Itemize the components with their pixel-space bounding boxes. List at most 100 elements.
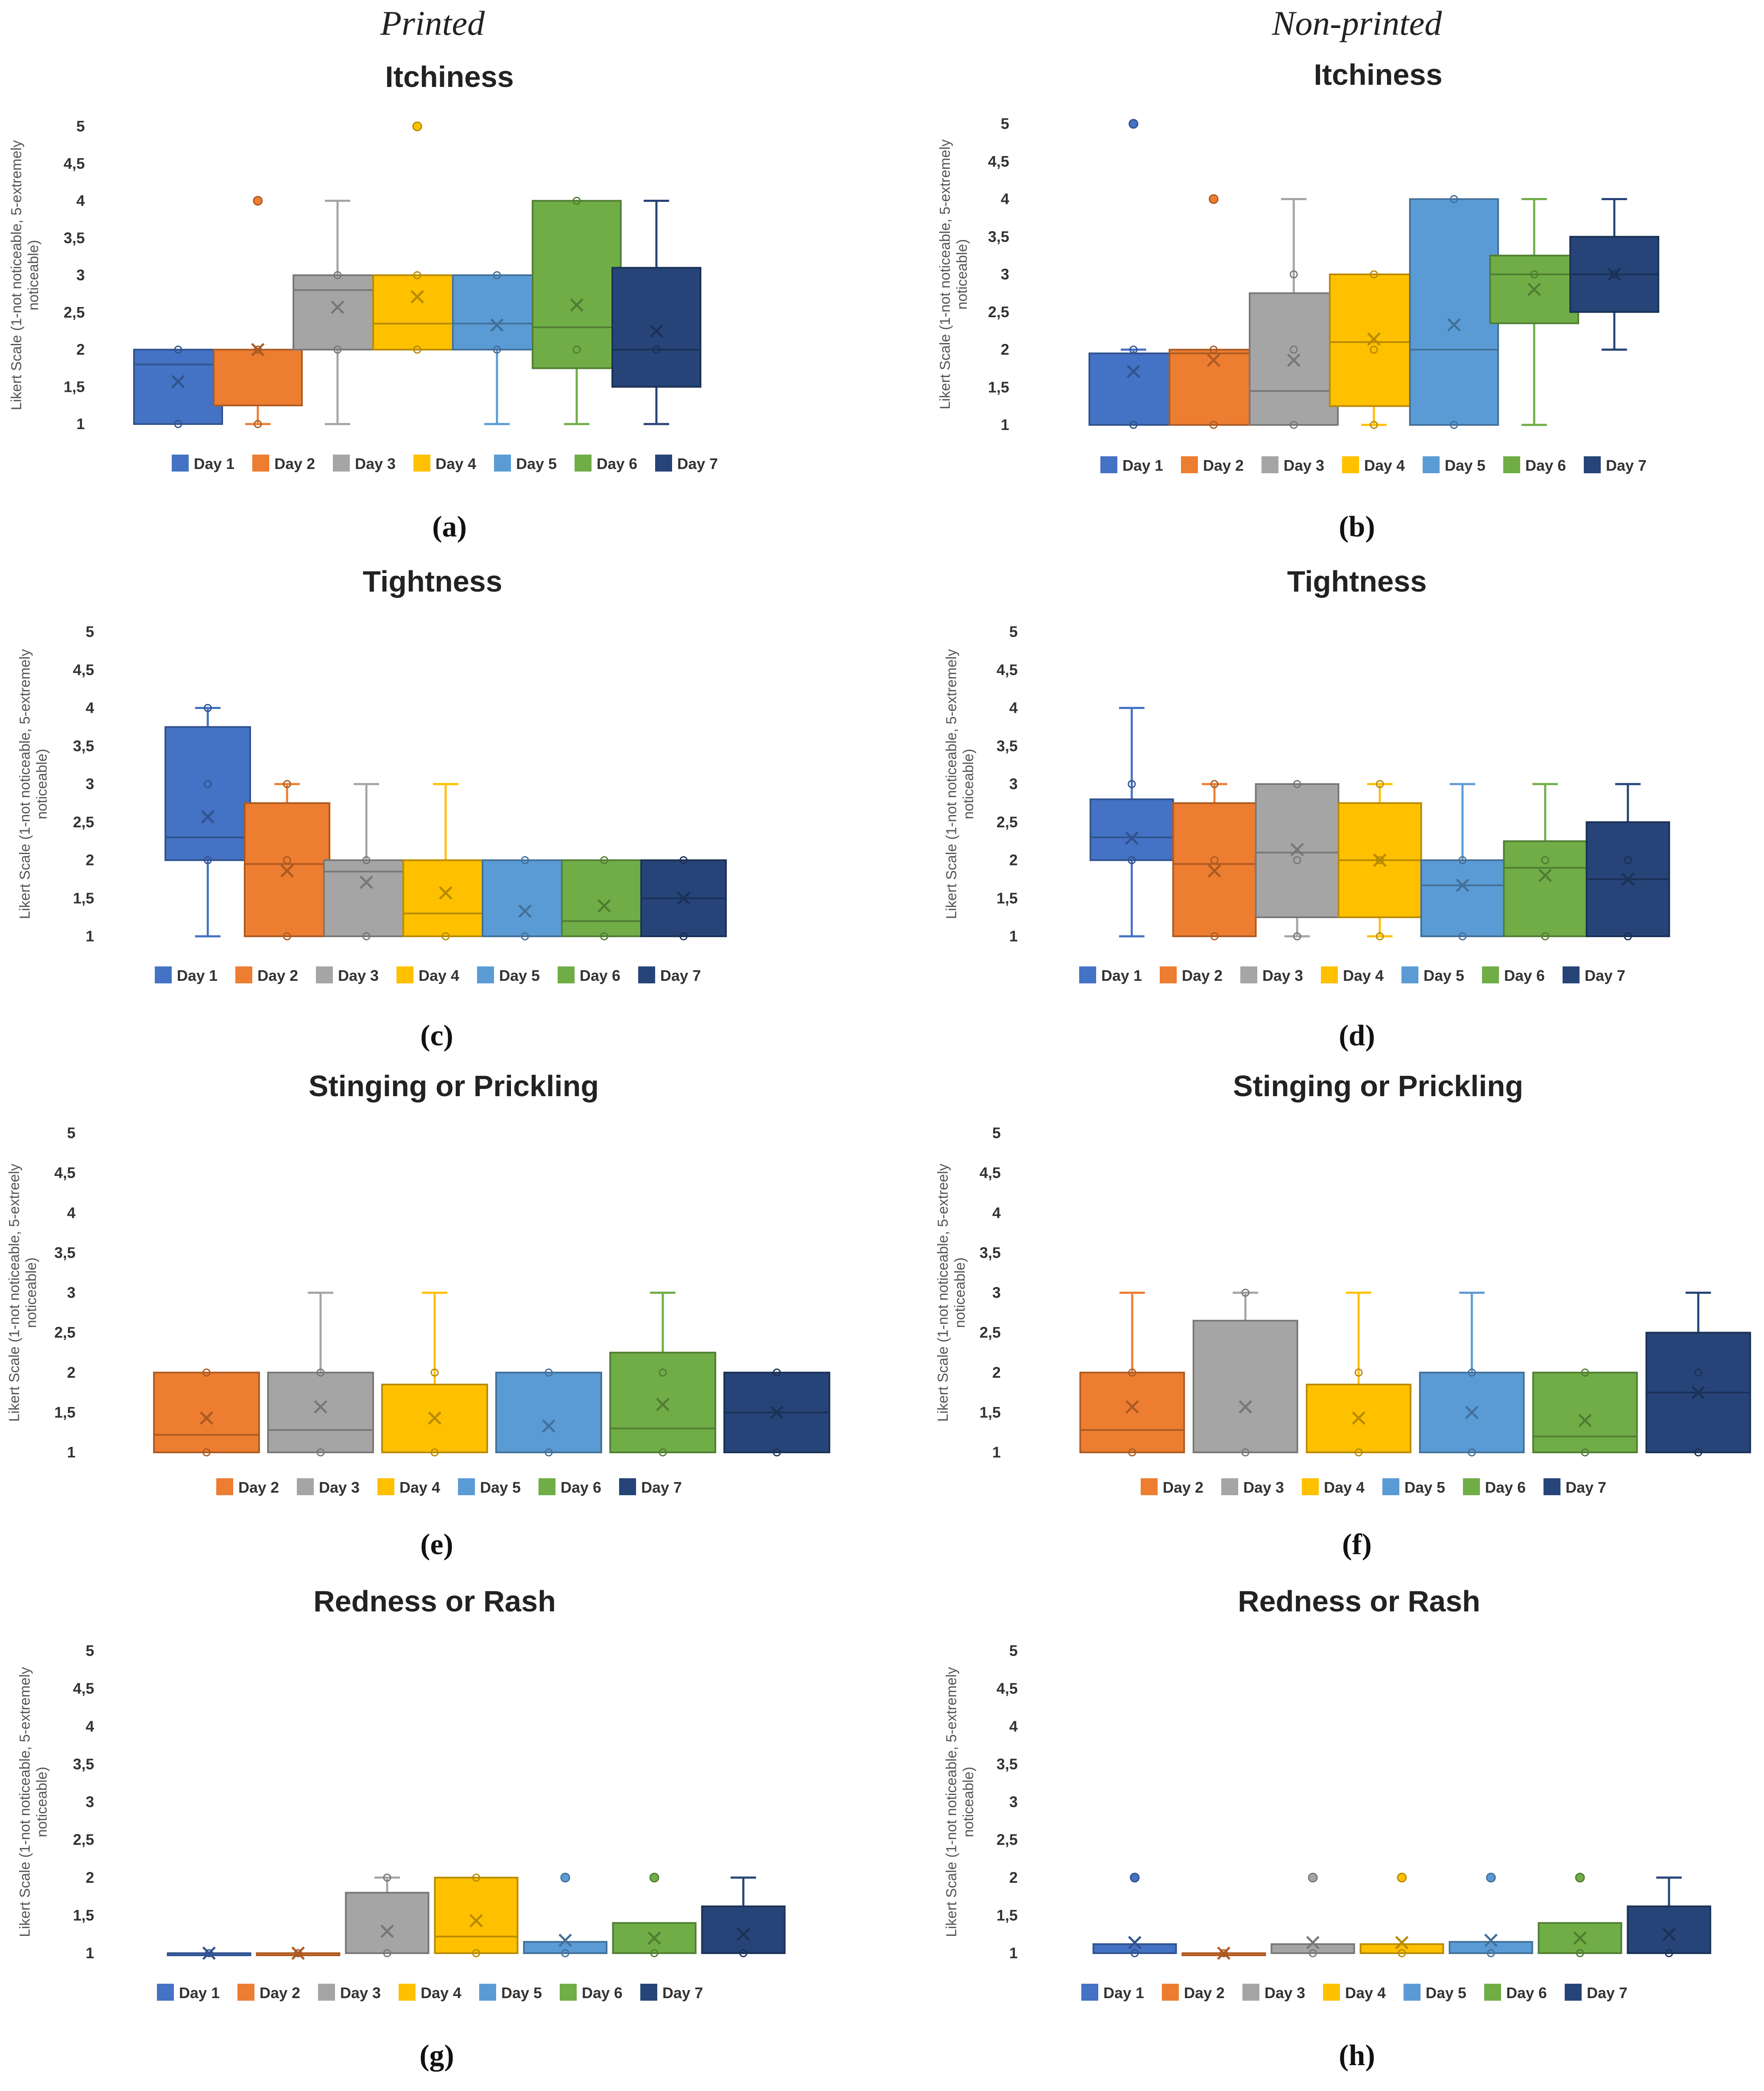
outlier-point	[1209, 194, 1219, 204]
y-tick-label: 1,5	[73, 1907, 94, 1924]
box-day-7	[1627, 1876, 1711, 1957]
y-tick-label: 2	[76, 341, 85, 358]
box-day-2	[244, 780, 330, 941]
legend-label: Day 7	[660, 967, 701, 984]
box-day-7	[1585, 783, 1670, 941]
box-day-7	[1645, 1292, 1751, 1457]
legend-label: Day 7	[1566, 1479, 1606, 1496]
y-tick-label: 3,5	[73, 737, 94, 754]
y-tick-label: 2	[67, 1364, 75, 1381]
y-tick-label: 3,5	[988, 228, 1009, 245]
box-day-5	[1419, 1292, 1525, 1457]
legend-label: Day 3	[340, 1984, 381, 2002]
data-point	[430, 1448, 439, 1457]
legend-swatch	[1404, 1984, 1421, 2001]
legend-swatch	[396, 966, 413, 983]
legend-label: Day 7	[641, 1479, 682, 1496]
y-tick-label: 3	[76, 266, 85, 284]
y-tick-label: 5	[86, 623, 94, 640]
data-point	[204, 780, 212, 788]
data-point	[1293, 780, 1301, 788]
data-point	[1128, 1448, 1136, 1457]
data-point	[1209, 346, 1218, 354]
y-tick-label: 4	[1001, 190, 1009, 208]
data-point	[1541, 856, 1549, 864]
legend-label: Day 4	[1324, 1479, 1365, 1496]
y-tick-label: 2	[86, 851, 94, 869]
mean-marker	[518, 904, 532, 918]
chart-panel-c: Tightness 1 1,5 2 2,5 3 3,5 4 4,5 5 Likert Scale (…	[17, 565, 727, 1052]
data-point	[1458, 856, 1467, 864]
box-day-1	[1092, 1873, 1177, 1957]
y-tick-label: 4,5	[980, 1164, 1001, 1181]
legend-label: Day 2	[1163, 1479, 1203, 1496]
legend-swatch	[477, 966, 494, 983]
legend-swatch	[1262, 456, 1278, 473]
y-tick-label: 2,5	[996, 1831, 1018, 1848]
legend-swatch	[1382, 1478, 1399, 1495]
data-point	[174, 420, 182, 428]
box-iqr	[1169, 349, 1259, 426]
y-tick-label: 2	[1009, 851, 1018, 869]
legend-label: Day 2	[257, 967, 298, 984]
mean-marker	[1538, 868, 1552, 882]
legend-swatch	[1240, 966, 1257, 983]
box-iqr	[434, 1876, 519, 1954]
y-tick-label: 2,5	[980, 1324, 1001, 1341]
data-point	[1210, 932, 1219, 941]
box-day-1	[165, 704, 251, 938]
mean-marker	[570, 298, 583, 312]
data-point	[472, 1873, 480, 1882]
chart-title: Tightness	[363, 565, 502, 598]
legend-label: Day 4	[421, 1984, 461, 2002]
y-tick-label: 2	[1009, 1869, 1018, 1886]
mean-marker	[1465, 1406, 1479, 1419]
data-point	[679, 932, 688, 941]
legend-swatch	[1079, 966, 1096, 983]
chart-title: Redness or Rash	[313, 1585, 556, 1618]
box-day-7	[611, 200, 701, 425]
mean-marker	[314, 1400, 327, 1414]
data-point	[1209, 421, 1218, 429]
mean-marker	[171, 375, 185, 388]
y-tick-label: 1,5	[73, 889, 94, 907]
mean-marker	[360, 875, 373, 889]
box-day-4	[1306, 1292, 1412, 1457]
panel-label: (h)	[1339, 2039, 1375, 2072]
y-tick-label: 4	[76, 192, 85, 209]
data-point	[1309, 1949, 1317, 1957]
data-point	[1130, 1949, 1139, 1957]
legend-swatch	[235, 966, 252, 983]
mean-marker	[1208, 864, 1221, 878]
box-day-6	[532, 197, 622, 425]
legend-swatch	[1423, 456, 1440, 473]
data-point	[1290, 346, 1298, 354]
legend-label: Day 7	[1585, 967, 1625, 984]
data-point	[1376, 780, 1384, 788]
data-point	[1354, 1448, 1363, 1457]
data-point	[600, 932, 608, 941]
y-tick-label: 1	[76, 415, 85, 433]
box-day-2	[1169, 194, 1259, 429]
y-tick-label: 1,5	[54, 1404, 75, 1421]
box-iqr	[495, 1371, 602, 1453]
mean-marker	[490, 318, 504, 332]
mean-marker	[1484, 1933, 1498, 1947]
box-iqr	[153, 1371, 260, 1453]
mean-marker	[380, 1924, 394, 1938]
box-day-6	[1532, 1368, 1638, 1457]
legend-swatch	[1463, 1478, 1480, 1495]
box-iqr	[523, 1941, 608, 1954]
box-day-2	[1079, 1292, 1185, 1457]
box-iqr	[1089, 352, 1178, 426]
box-iqr	[372, 274, 462, 351]
legend-label: Day 3	[1262, 967, 1303, 984]
legend-swatch	[1342, 456, 1359, 473]
y-axis-label: Likert Scale (1-not noticeable, 5-extree…	[6, 1164, 39, 1422]
panel-label: (c)	[420, 1019, 453, 1052]
box-day-2	[256, 1946, 341, 1960]
legend-label: Day 2	[238, 1479, 279, 1496]
outlier-point	[253, 196, 263, 206]
legend-label: Day 4	[419, 967, 459, 984]
legend-label: Day 6	[597, 455, 637, 472]
